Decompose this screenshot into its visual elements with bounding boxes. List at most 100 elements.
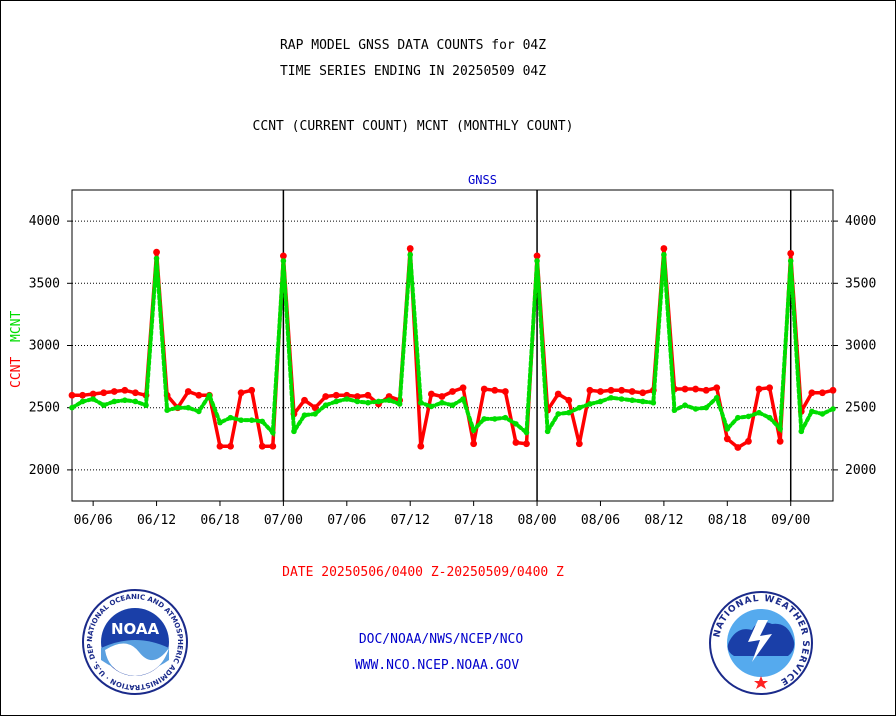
data-point-mcnt — [69, 404, 75, 411]
data-point-mcnt — [544, 428, 551, 435]
data-point-mcnt — [724, 426, 731, 432]
noaa-logo: NATIONAL OCEANIC AND ATMOSPHERIC ADMINIS… — [81, 588, 188, 695]
y-tick-label-left: 2500 — [29, 401, 60, 416]
data-point-ccnt — [554, 390, 562, 398]
data-point-ccnt — [237, 389, 245, 397]
data-point-ccnt — [639, 389, 647, 397]
data-point-ccnt — [364, 391, 372, 399]
data-point-ccnt — [597, 388, 604, 395]
data-point-mcnt — [661, 251, 667, 258]
data-point-ccnt — [808, 389, 816, 397]
data-point-mcnt — [132, 398, 139, 405]
data-point-mcnt — [523, 429, 530, 436]
data-point-mcnt — [428, 403, 435, 410]
data-point-mcnt — [153, 255, 160, 262]
x-tick-label: 06/18 — [200, 513, 239, 528]
data-point-mcnt — [280, 258, 287, 264]
data-point-ccnt — [819, 389, 826, 397]
data-point-ccnt — [438, 393, 446, 400]
x-tick-label: 06/06 — [74, 513, 113, 528]
panel-label: GNSS — [468, 173, 497, 187]
data-point-ccnt — [586, 386, 594, 394]
data-point-ccnt — [417, 442, 425, 450]
data-point-ccnt — [745, 437, 752, 445]
data-point-mcnt — [819, 411, 826, 417]
data-point-ccnt — [110, 388, 118, 395]
data-point-mcnt — [809, 408, 815, 415]
data-point-mcnt — [682, 402, 688, 409]
data-point-mcnt — [248, 417, 255, 423]
data-point-mcnt — [502, 414, 509, 421]
data-point-ccnt — [89, 390, 97, 398]
data-point-ccnt — [702, 386, 710, 394]
org-path-label: DOC/NOAA/NWS/NCEP/NCO — [358, 632, 524, 647]
x-tick-label: 08/12 — [644, 513, 683, 528]
chart-title-line2: TIME SERIES ENDING IN 20250509 04Z — [279, 64, 547, 79]
y-tick-label-right: 3500 — [845, 276, 876, 291]
data-point-mcnt — [270, 429, 276, 436]
data-point-mcnt — [798, 428, 805, 435]
data-point-mcnt — [650, 399, 657, 406]
nws-logo: NATIONAL WEATHER SERVICE — [709, 591, 813, 695]
data-point-mcnt — [439, 399, 445, 406]
y-axis-label-mcnt: MCNT — [9, 311, 24, 342]
data-point-mcnt — [259, 418, 266, 425]
data-point-ccnt — [607, 386, 615, 394]
data-point-mcnt — [301, 412, 308, 418]
website-link[interactable]: WWW.NCO.NCEP.NOAA.GOV — [354, 658, 520, 673]
data-point-ccnt — [628, 388, 636, 395]
data-point-mcnt — [122, 397, 128, 404]
series-line-ccnt — [72, 248, 834, 450]
data-point-ccnt — [692, 385, 699, 393]
data-point-ccnt — [248, 386, 256, 394]
data-point-mcnt — [164, 407, 170, 413]
data-point-mcnt — [534, 258, 540, 264]
data-point-mcnt — [713, 394, 720, 401]
data-point-ccnt — [681, 385, 689, 393]
data-point-mcnt — [703, 404, 709, 411]
data-point-mcnt — [576, 404, 583, 411]
y-tick-label-left: 2000 — [29, 463, 60, 478]
data-point-ccnt — [512, 439, 520, 446]
x-tick-label: 07/12 — [391, 513, 430, 528]
x-tick-label: 07/06 — [327, 513, 366, 528]
data-point-mcnt — [386, 397, 392, 404]
data-point-ccnt — [575, 440, 583, 448]
data-point-ccnt — [269, 442, 277, 450]
x-tick-label: 09/00 — [771, 513, 810, 528]
data-point-ccnt — [491, 386, 499, 394]
data-point-ccnt — [533, 252, 541, 260]
data-point-mcnt — [756, 409, 762, 416]
data-point-ccnt — [258, 442, 266, 450]
data-point-mcnt — [671, 407, 678, 413]
data-point-ccnt — [766, 384, 773, 392]
plot-area-border — [71, 189, 834, 502]
data-point-ccnt — [427, 390, 435, 398]
data-point-ccnt — [787, 250, 795, 257]
data-point-mcnt — [777, 426, 783, 432]
x-tick-label: 08/00 — [517, 513, 556, 528]
data-point-mcnt — [333, 398, 340, 405]
data-point-ccnt — [470, 440, 478, 448]
data-point-mcnt — [291, 428, 297, 435]
data-point-ccnt — [829, 386, 837, 394]
chart-title-line1: RAP MODEL GNSS DATA COUNTS for 04Z — [279, 38, 547, 53]
data-point-ccnt — [227, 442, 234, 450]
data-point-ccnt — [121, 386, 129, 394]
data-point-mcnt — [322, 402, 329, 409]
data-point-mcnt — [407, 251, 414, 258]
data-point-ccnt — [713, 384, 721, 392]
data-point-mcnt — [787, 258, 794, 264]
data-point-ccnt — [480, 385, 488, 393]
data-point-ccnt — [332, 391, 340, 399]
data-point-mcnt — [143, 402, 149, 409]
x-tick-label: 07/18 — [454, 513, 493, 528]
data-point-mcnt — [639, 398, 646, 405]
data-point-mcnt — [597, 398, 604, 405]
data-point-mcnt — [618, 396, 625, 402]
x-tick-label: 08/06 — [581, 513, 620, 528]
data-point-mcnt — [344, 396, 350, 402]
data-point-mcnt — [417, 399, 424, 406]
data-point-ccnt — [68, 391, 76, 399]
